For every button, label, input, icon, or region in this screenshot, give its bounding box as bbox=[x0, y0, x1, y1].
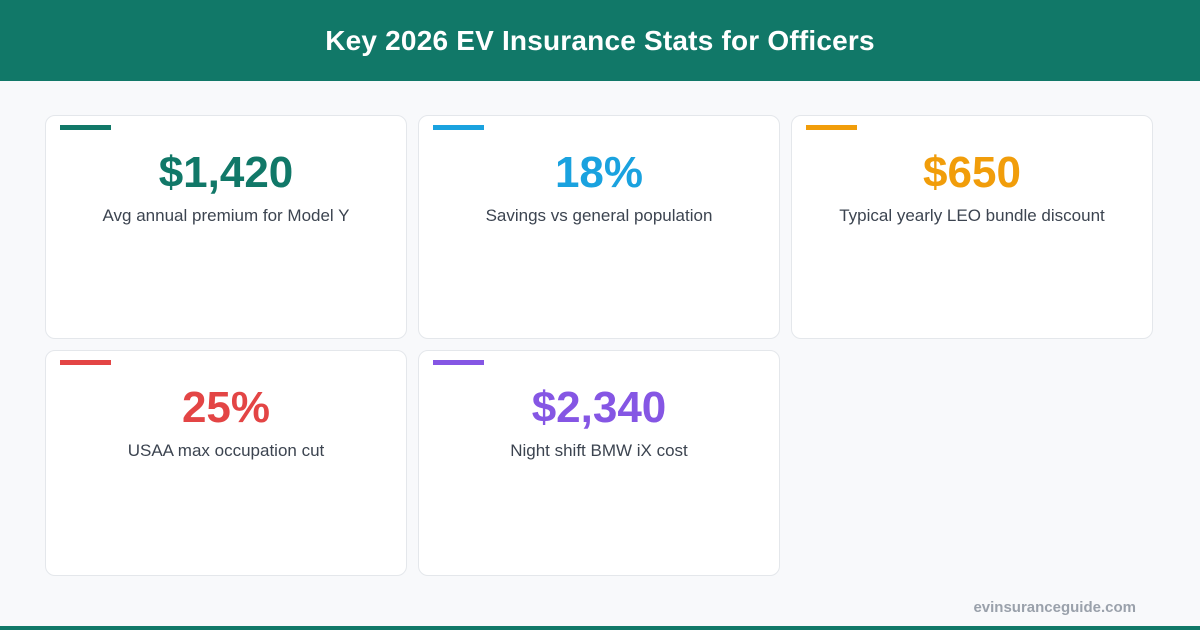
site-url: evinsuranceguide.com bbox=[973, 599, 1136, 616]
stat-label: Typical yearly LEO bundle discount bbox=[839, 206, 1105, 225]
stat-value: $650 bbox=[923, 148, 1021, 197]
stat-label: Savings vs general population bbox=[485, 206, 713, 225]
footer-accent-bar bbox=[0, 626, 1200, 630]
stat-value: 25% bbox=[181, 383, 271, 432]
stat-card-model-y-premium: $1,420 Avg annual premium for Model Y bbox=[45, 115, 407, 339]
stat-value: $2,340 bbox=[531, 383, 667, 432]
stat-card-savings: 18% Savings vs general population bbox=[418, 115, 780, 339]
page-title: Key 2026 EV Insurance Stats for Officers bbox=[325, 24, 875, 56]
card-accent-bar bbox=[60, 125, 111, 130]
header-banner: Key 2026 EV Insurance Stats for Officers bbox=[0, 0, 1200, 81]
card-accent-bar bbox=[60, 360, 111, 365]
stat-card-night-shift-bmw: $2,340 Night shift BMW iX cost bbox=[418, 350, 780, 576]
stat-label: Avg annual premium for Model Y bbox=[102, 206, 350, 225]
card-accent-bar bbox=[433, 360, 484, 365]
card-accent-bar bbox=[433, 125, 484, 130]
card-accent-bar bbox=[806, 125, 857, 130]
stat-value: $1,420 bbox=[158, 148, 294, 197]
stat-label: USAA max occupation cut bbox=[127, 441, 325, 460]
stat-value: 18% bbox=[554, 148, 644, 197]
stat-label: Night shift BMW iX cost bbox=[510, 441, 688, 460]
stat-card-bundle-discount: $650 Typical yearly LEO bundle discount bbox=[791, 115, 1153, 339]
stat-card-usaa-cut: 25% USAA max occupation cut bbox=[45, 350, 407, 576]
